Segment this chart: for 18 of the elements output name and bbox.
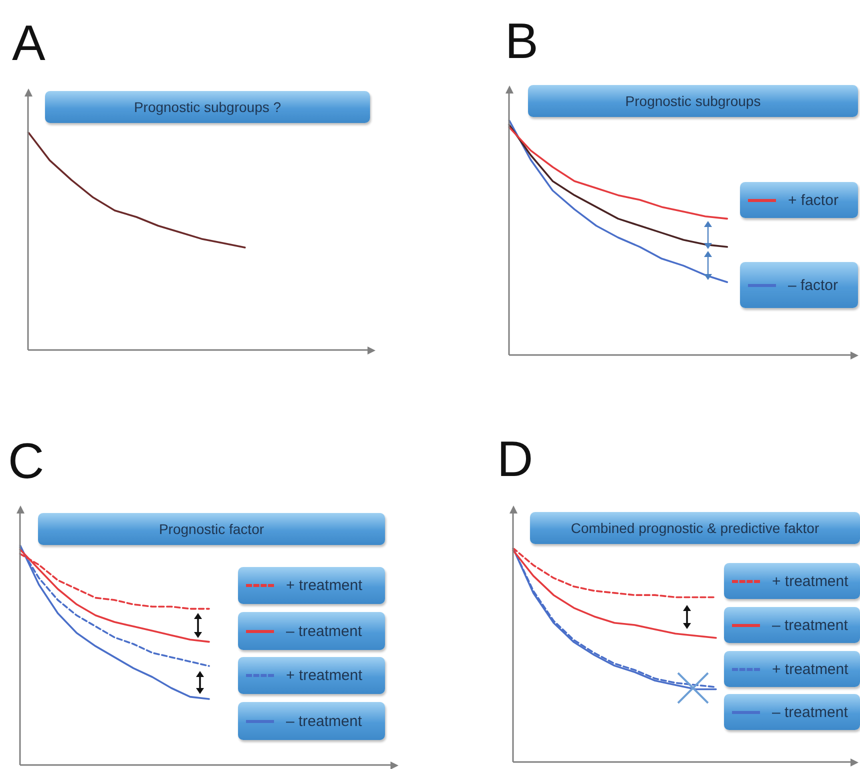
chart-subtitle: Prognostic subgroups ? bbox=[45, 91, 370, 123]
legend-label: + treatment bbox=[286, 667, 362, 684]
chart-title: A bbox=[12, 15, 46, 71]
legend-label: + treatment bbox=[286, 577, 362, 594]
legend-label: – treatment bbox=[286, 712, 362, 730]
chart-subtitle: Combined prognostic & predictive faktor bbox=[530, 512, 860, 544]
legend-label: + factor bbox=[788, 192, 838, 208]
legend-label: + treatment bbox=[772, 660, 848, 678]
chart-title: C bbox=[8, 433, 44, 489]
legend-label: – treatment bbox=[286, 622, 362, 640]
legend-label: – factor bbox=[788, 276, 838, 294]
legend-label: – treatment bbox=[772, 616, 848, 634]
chart-subtitle: Prognostic factor bbox=[38, 513, 385, 545]
legend-label: – treatment bbox=[772, 704, 848, 720]
chart-title: D bbox=[497, 431, 534, 487]
chart-subtitle: Prognostic subgroups bbox=[528, 85, 858, 117]
chart-title: B bbox=[505, 13, 538, 69]
legend-label: + treatment bbox=[772, 572, 848, 590]
